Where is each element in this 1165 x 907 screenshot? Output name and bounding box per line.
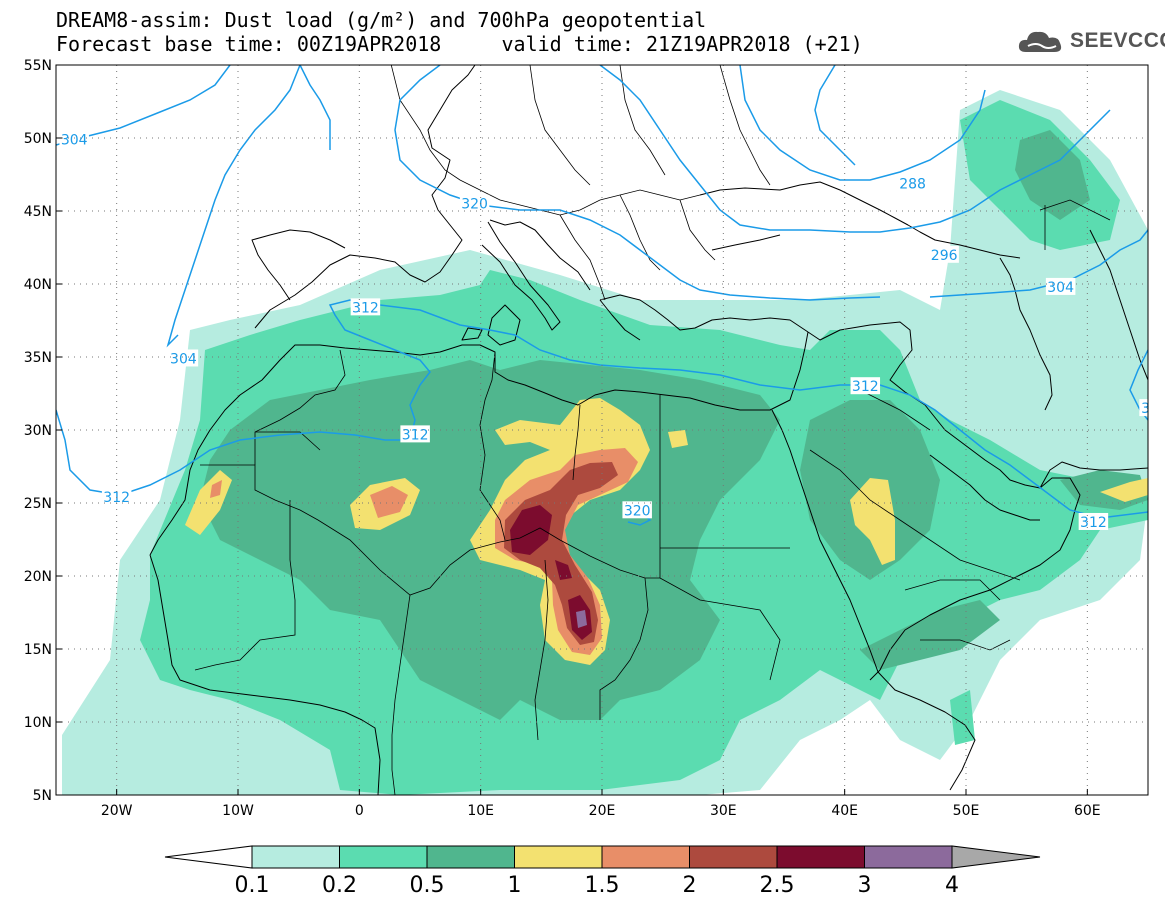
lon-tick-label: 20E (589, 803, 616, 819)
lon-tick-label: 10W (222, 803, 254, 819)
contour-label-bg (897, 174, 928, 192)
colorbar-swatch (776, 845, 865, 869)
colorbar-label: 3 (858, 873, 872, 898)
lat-tick-label: 55N (24, 58, 52, 74)
contour-label: 312 (402, 427, 429, 443)
dust-level-3 (576, 610, 587, 628)
seevccc-logo: SEEVCCC (1016, 24, 1165, 58)
contour-label: 288 (899, 176, 926, 192)
lat-tick-label: 20N (24, 569, 52, 585)
map-subtitle: Forecast base time: 00Z19APR2018 valid t… (56, 32, 863, 56)
colorbar-label: 4 (945, 873, 959, 898)
contour-label: 3 (1141, 401, 1150, 417)
contour-label-bg (1045, 277, 1076, 295)
colorbar-label: 2 (683, 873, 697, 898)
lat-tick-label: 30N (24, 423, 52, 439)
graticule (56, 65, 1148, 795)
contour-label-bg (622, 501, 652, 519)
colorbar-label: 2.5 (760, 873, 795, 898)
lat-tick-label: 35N (24, 350, 52, 366)
contour-label-bg (850, 377, 881, 395)
lon-tick-label: 30E (710, 803, 737, 819)
lat-tick-label: 10N (24, 715, 52, 731)
contour-label: 320 (624, 503, 651, 519)
lat-tick-label: 45N (24, 204, 52, 220)
contour-label: 312 (1080, 515, 1107, 531)
colorbar-swatch (251, 845, 340, 869)
colorbar-label: 0.2 (322, 873, 357, 898)
colorbar-swatch (339, 845, 428, 869)
contour-label-bg (59, 130, 89, 148)
coastlines (149, 65, 1148, 795)
colorbar-under-triangle (164, 845, 253, 869)
lon-tick-label: 40E (831, 803, 858, 819)
contour-label-bg (1139, 399, 1148, 417)
colorbar-swatch (689, 845, 778, 869)
lon-tick-label: 0 (355, 803, 364, 819)
colorbar-swatch (864, 845, 953, 869)
contour-label-bg (1078, 512, 1109, 530)
colorbar-label: 0.5 (410, 873, 445, 898)
country-borders (194, 65, 1111, 795)
lat-tick-label: 15N (24, 642, 52, 658)
contour-label: 312 (352, 300, 379, 316)
lon-tick-label: 10E (467, 803, 494, 819)
colorbar-label: 1 (508, 873, 522, 898)
colorbar-label: 0.1 (235, 873, 270, 898)
colorbar-label: 1.5 (585, 873, 620, 898)
colorbar: 0.1 0.2 0.5 1 1.5 2 2.5 3 4 (164, 845, 1041, 898)
contour-label: 312 (103, 490, 130, 506)
contour-label-bg (459, 194, 490, 212)
lon-tick-label: 60E (1074, 803, 1101, 819)
contour-label-bg (350, 298, 381, 316)
colorbar-swatch (426, 845, 515, 869)
contour-label: 320 (461, 197, 488, 213)
lat-tick-label: 5N (33, 788, 52, 804)
lat-tick-label: 40N (24, 277, 52, 293)
colorbar-over-triangle (951, 845, 1041, 869)
contour-label-layer: 304 304 312 312 312 320 320 288 296 304 312 312 3 (59, 130, 1150, 531)
map-title: DREAM8-assim: Dust load (g/m²) and 700hP… (56, 8, 707, 32)
colorbar-swatch (601, 845, 690, 869)
contour-label: 296 (931, 248, 958, 264)
contour-label: 304 (170, 351, 197, 367)
lat-tick-label: 50N (24, 131, 52, 147)
map-area: 304 304 312 312 312 320 320 288 296 304 312 312 3 (56, 65, 1150, 795)
colorbar-swatch (514, 845, 603, 869)
axis-labels: 20W 10W 0 10E 20E 30E 40E 50E 60E 55N 50N 45N 40N 35N… (24, 58, 1101, 819)
logo-text: SEEVCCC (1070, 29, 1165, 52)
cloud-icon (1018, 31, 1062, 52)
contour-label: 304 (61, 132, 88, 148)
contour-label-bg (101, 488, 132, 506)
contour-label: 304 (1047, 280, 1074, 296)
dust-field (62, 90, 1148, 795)
lat-tick-label: 25N (24, 496, 52, 512)
contour-label: 312 (852, 379, 879, 395)
lon-tick-label: 50E (953, 803, 980, 819)
lon-tick-label: 20W (101, 803, 133, 819)
contour-label-bg (929, 245, 959, 263)
contour-label-bg (168, 349, 199, 367)
